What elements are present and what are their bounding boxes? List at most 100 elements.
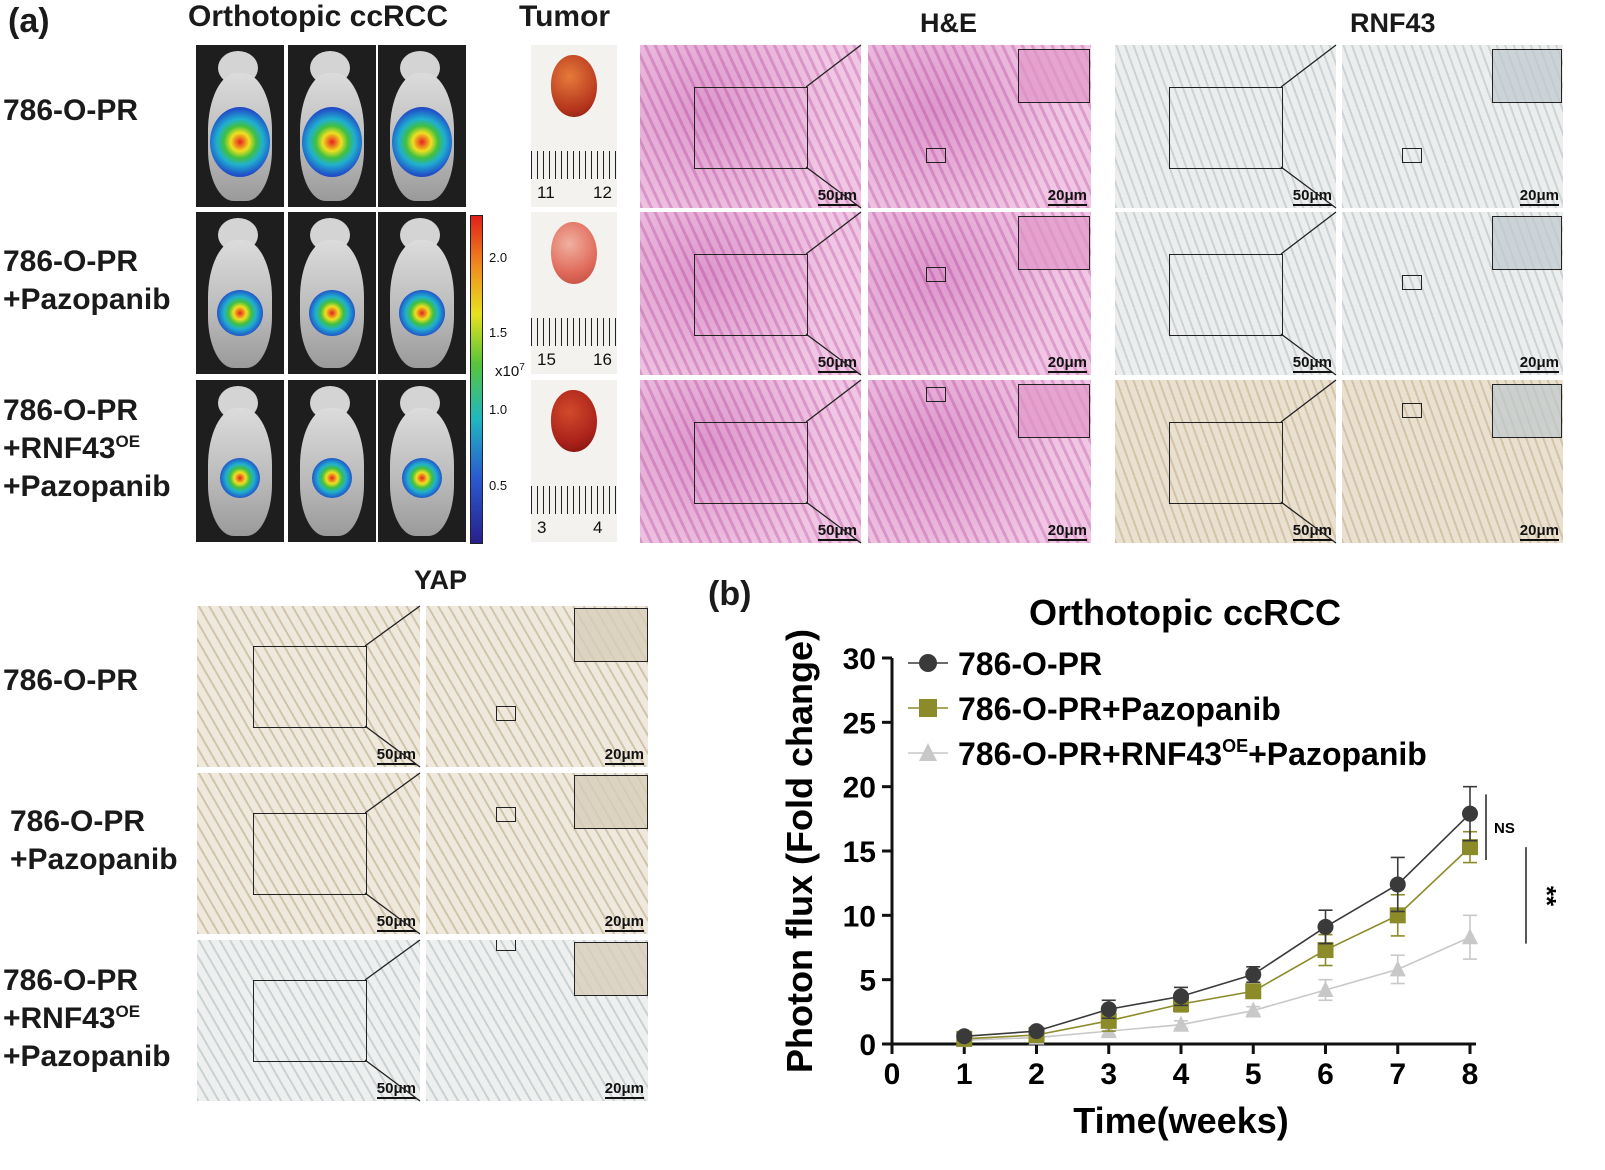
point-s1-p7 <box>1389 876 1406 893</box>
zoom-box <box>253 980 367 1062</box>
zoom-inset <box>1018 384 1090 438</box>
point-s3-p6 <box>1317 980 1334 997</box>
zoom-box <box>1169 87 1283 169</box>
ruler-number-left: 15 <box>537 350 556 369</box>
yap-row-label-2: 786-O-PR +Pazopanib <box>10 803 178 879</box>
point-s3-p5 <box>1245 1001 1262 1018</box>
row-label-3-line1: 786-O-PR <box>3 394 139 427</box>
ruler-ticks <box>531 318 617 346</box>
mouse-image-r3-c2 <box>288 380 376 542</box>
scale-bar: 50μm <box>376 913 417 932</box>
zoom-box <box>1169 254 1283 336</box>
yap-high-r3: 20μm <box>426 940 648 1101</box>
point-s1-p3 <box>1100 1001 1117 1018</box>
point-s1-p8 <box>1462 805 1478 822</box>
zoom-box <box>1169 422 1283 504</box>
panel-b-letter: (b) <box>708 575 752 613</box>
point-s2-p8 <box>1462 839 1478 856</box>
tumor-photo-2: 15 16 <box>531 212 617 374</box>
point-s1-p4 <box>1173 988 1189 1005</box>
legend-marker-1 <box>919 654 937 672</box>
series-line-2 <box>964 846 1471 1040</box>
scale-bar: 20μm <box>1519 187 1560 206</box>
zoom-box <box>496 706 516 721</box>
luminescence-signal <box>392 107 452 177</box>
yap-row-label-3-line3: +Pazopanib <box>3 1040 171 1073</box>
yap-low-r3: 50μm <box>197 940 420 1101</box>
panel-a-letter: (a) <box>8 2 50 40</box>
colorbar-tick-1.5: 1.5 <box>489 325 508 340</box>
ruler-number-right: 16 <box>593 350 612 369</box>
x-tick-label-1: 1 <box>956 1058 973 1091</box>
zoom-box <box>253 646 367 728</box>
colorbar-unit: x107 <box>495 362 525 380</box>
point-s1-p5 <box>1245 966 1262 983</box>
point-s2-p5 <box>1245 983 1262 1000</box>
luminescence-signal <box>220 458 260 498</box>
scale-bar: 50μm <box>1292 354 1333 373</box>
row-label-3-line2: +RNF43OE <box>3 432 141 465</box>
mouse-image-r3-c3 <box>378 380 466 542</box>
tumor-tissue <box>551 222 597 284</box>
rnf43-high-r2: 20μm <box>1342 212 1563 375</box>
zoom-box <box>496 807 516 822</box>
rnf43-low-r2: 50μm <box>1115 212 1336 375</box>
zoom-inset <box>1492 216 1562 270</box>
row-label-1: 786-O-PR <box>3 92 138 130</box>
x-tick-label-0: 0 <box>884 1058 901 1091</box>
header-he: H&E <box>920 8 978 38</box>
yap-low-r2: 50μm <box>197 773 420 934</box>
point-s2-p3 <box>1100 1012 1117 1029</box>
zoom-box <box>1402 275 1422 290</box>
yap-row-label-3-line2: +RNF43OE <box>3 1002 141 1035</box>
point-s2-p6 <box>1317 942 1334 959</box>
rnf43-low-r1: 50μm <box>1115 45 1336 208</box>
rnf43-low-r3: 50μm <box>1115 380 1336 543</box>
yap-row-label-1: 786-O-PR <box>3 662 138 700</box>
he-low-r1: 50μm <box>640 45 861 208</box>
zoom-box <box>1402 403 1422 418</box>
zoom-inset <box>574 775 648 829</box>
header-rnf43: RNF43 <box>1350 8 1436 38</box>
row-label-1-line1: 786-O-PR <box>3 94 139 127</box>
scale-bar: 20μm <box>1047 354 1088 373</box>
zoom-box <box>926 148 946 163</box>
he-high-r1: 20μm <box>868 45 1091 208</box>
row-label-2: 786-O-PR +Pazopanib <box>3 243 171 319</box>
series-line-1 <box>964 813 1471 1038</box>
colorbar-tick-2.0: 2.0 <box>489 250 508 265</box>
zoom-box <box>496 940 516 951</box>
yap-low-r1: 50μm <box>197 606 420 767</box>
legend-label-2: 786-O-PR+Pazopanib <box>958 691 1281 727</box>
row-label-2-line1: 786-O-PR <box>3 245 139 278</box>
x-axis-label: Time(weeks) <box>1073 1100 1288 1141</box>
x-tick-label-4: 4 <box>1173 1058 1190 1091</box>
y-tick-label-0: 0 <box>859 1029 876 1062</box>
rnf43-high-r3: 20μm <box>1342 380 1563 543</box>
legend-label-3: 786-O-PR+RNF43OE+Pazopanib <box>958 736 1427 772</box>
scale-bar: 50μm <box>376 746 417 765</box>
zoom-box <box>694 422 808 504</box>
y-tick-label-30: 30 <box>843 643 876 676</box>
zoom-inset <box>1018 216 1090 270</box>
legend-marker-3 <box>919 743 937 761</box>
zoom-box <box>1402 148 1422 163</box>
header-orthotopic: Orthotopic ccRCC <box>188 0 449 33</box>
ruler-ticks <box>531 151 617 179</box>
zoom-box <box>253 813 367 895</box>
scale-bar: 20μm <box>604 746 645 765</box>
header-tumor: Tumor <box>519 0 611 33</box>
scale-bar: 20μm <box>1047 187 1088 206</box>
colorbar-tick-0.5: 0.5 <box>489 478 508 493</box>
luminescence-signal <box>402 458 442 498</box>
legend-marker-2 <box>919 699 937 717</box>
point-s1-p6 <box>1317 918 1334 935</box>
yap-row-label-2-line1: 786-O-PR <box>10 805 146 838</box>
scale-bar: 50μm <box>817 354 858 373</box>
tumor-tissue <box>551 390 597 452</box>
series-line-3 <box>964 936 1471 1041</box>
zoom-inset <box>574 942 648 996</box>
y-tick-label-10: 10 <box>843 900 876 933</box>
row-label-3: 786-O-PR +RNF43OE +Pazopanib <box>3 392 171 506</box>
header-yap: YAP <box>414 565 468 595</box>
